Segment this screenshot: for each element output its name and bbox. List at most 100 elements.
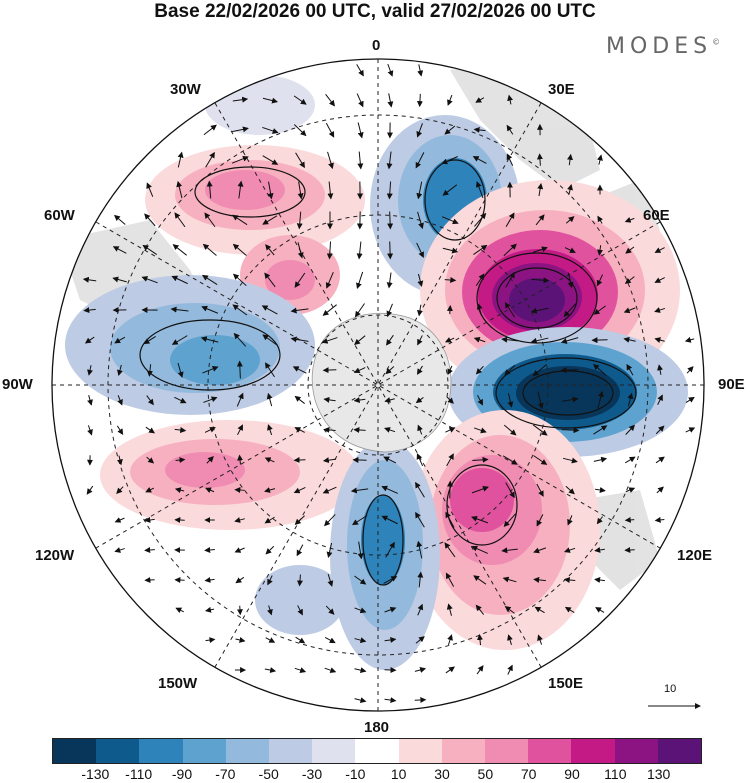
- wind-arrow: [624, 276, 635, 284]
- wind-arrow: [416, 304, 423, 317]
- wind-arrow: [384, 697, 397, 704]
- wind-arrow: [237, 454, 244, 465]
- wind-arrow: [416, 540, 423, 559]
- wind-arrow: [474, 427, 487, 434]
- wind-arrow: [444, 125, 456, 135]
- wind-arrow: [200, 336, 219, 343]
- wind-arrow: [295, 636, 306, 644]
- wind-arrow: [507, 393, 514, 408]
- wind-arrow: [325, 271, 334, 289]
- colorbar-tick-label: 90: [564, 766, 580, 782]
- wind-arrow: [417, 335, 423, 346]
- wind-arrow: [624, 217, 635, 223]
- wind-arrow: [387, 241, 394, 260]
- wind-arrow: [86, 485, 94, 495]
- wind-arrow: [322, 457, 337, 464]
- wind-arrow: [593, 425, 608, 435]
- wind-arrow: [264, 487, 276, 493]
- wind-arrow: [264, 362, 275, 378]
- wind-arrow: [597, 390, 604, 409]
- wind-arrow: [205, 151, 215, 168]
- wind-arrow: [325, 122, 335, 138]
- lon-label-60w: 60W: [44, 207, 75, 224]
- wind-arrow: [530, 337, 549, 344]
- wind-arrow: [322, 304, 337, 316]
- wind-arrow: [477, 633, 483, 646]
- lon-label-90e: 90E: [718, 376, 745, 393]
- wind-arrow: [476, 303, 483, 317]
- map-border: [51, 58, 705, 712]
- wind-arrow: [116, 425, 124, 435]
- wind-arrow: [381, 485, 398, 494]
- wind-arrow: [201, 274, 218, 285]
- wind-arrow: [417, 64, 424, 77]
- colorbar-swatch: [312, 739, 356, 763]
- wind-arrow: [322, 486, 337, 494]
- wind-arrow: [386, 181, 393, 200]
- wind-arrow: [265, 244, 275, 256]
- wind-arrow: [387, 63, 394, 77]
- wind-arrow: [117, 364, 123, 376]
- wind-arrow: [384, 397, 395, 403]
- wind-arrow: [654, 247, 665, 253]
- wind-arrow: [417, 273, 424, 287]
- colorbar-swatch: [528, 739, 572, 763]
- colorbar: [52, 738, 702, 764]
- lon-label-180: 180: [364, 719, 390, 736]
- wind-arrow: [504, 302, 516, 318]
- wind-arrow: [441, 216, 459, 225]
- wind-arrow: [445, 572, 455, 587]
- wind-arrow: [145, 487, 155, 493]
- chart-title: Base 22/02/2026 00 UTC, valid 27/02/2026…: [154, 1, 596, 22]
- wind-arrow: [144, 213, 156, 227]
- colorbar-tick-label: -70: [215, 766, 236, 782]
- wind-arrow: [386, 303, 393, 318]
- colorbar-tick-label: -30: [301, 766, 323, 782]
- wind-arrow: [473, 126, 486, 133]
- wind-arrow: [415, 511, 425, 528]
- wind-arrow: [204, 547, 215, 553]
- wind-arrow: [503, 424, 517, 436]
- wind-arrow: [267, 181, 274, 200]
- wind-arrow: [356, 271, 364, 290]
- wind-arrow: [387, 93, 394, 108]
- wind-arrow: [595, 487, 606, 493]
- wind-arrow: [177, 151, 184, 168]
- wind-arrow: [237, 180, 244, 199]
- wind-arrow: [505, 482, 515, 499]
- wind-arrow: [445, 427, 456, 433]
- wind-arrow: [145, 426, 155, 434]
- wind-arrow: [654, 516, 665, 523]
- anomaly-shading: [65, 75, 688, 670]
- wind-arrow: [267, 605, 273, 616]
- wind-arrow: [297, 605, 303, 616]
- wind-arrow: [384, 636, 397, 643]
- wind-arrow: [387, 211, 394, 230]
- wind-arrow: [171, 335, 188, 345]
- wind-arrow: [114, 336, 126, 344]
- wind-arrow: [117, 395, 123, 406]
- colorbar-tick-label: 10: [390, 766, 407, 782]
- wind-arrow: [262, 334, 278, 346]
- wind-arrow: [357, 151, 364, 170]
- wind-arrow: [536, 153, 543, 166]
- wind-arrow: [232, 96, 249, 103]
- lon-label-150e: 150E: [548, 675, 584, 692]
- wind-arrow: [657, 364, 663, 375]
- wind-arrow: [536, 483, 544, 497]
- wind-arrow: [293, 457, 306, 464]
- wind-arrow: [567, 515, 573, 526]
- wind-arrow: [262, 126, 279, 134]
- wind-arrow: [82, 276, 97, 283]
- colorbar-tick-label: -130: [81, 766, 110, 782]
- wind-arrow: [473, 575, 487, 585]
- wind-arrow: [87, 425, 93, 436]
- wind-arrow: [564, 247, 576, 253]
- wind-arrow: [567, 272, 574, 289]
- wind-arrow: [502, 455, 518, 465]
- wind-arrow: [415, 152, 425, 169]
- wind-arrow: [262, 155, 279, 165]
- wind-arrow: [414, 696, 427, 703]
- wind-arrow: [384, 427, 396, 433]
- brand-logo: MODES©: [606, 34, 720, 59]
